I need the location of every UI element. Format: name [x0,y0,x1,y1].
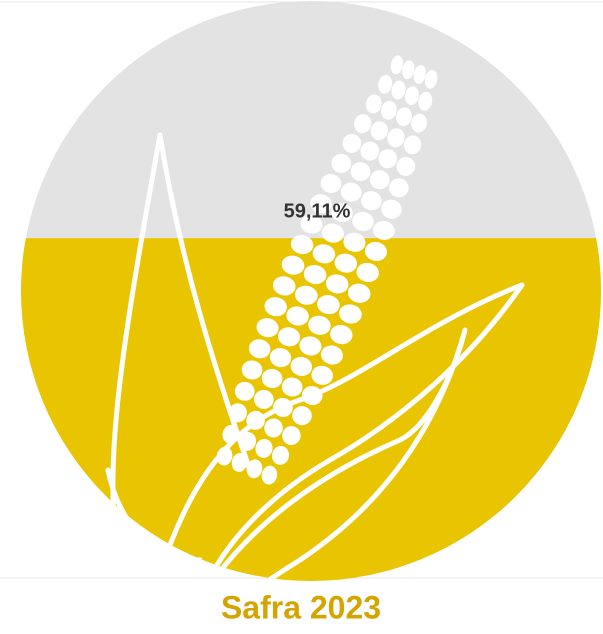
kernel [264,297,287,317]
kernel [299,336,322,356]
kernel [312,244,336,264]
kernel [216,446,233,466]
kernel [277,327,301,347]
kernel [370,121,388,141]
kernel [282,426,301,446]
kernel [256,318,279,338]
kernel [360,191,382,211]
kernel [253,389,274,409]
kernel [331,153,352,173]
kernel [391,80,406,100]
kernel [273,398,293,418]
kernel [352,211,374,232]
kernel [403,135,422,155]
kernel [378,149,398,169]
kernel [261,368,283,389]
chart-title: Safra 2023 [221,589,381,625]
kernel [300,214,323,234]
kernel [222,424,240,444]
kernel [402,60,415,80]
kernel [248,339,271,359]
kernel [308,315,331,335]
kernel [261,465,278,485]
kernel [271,445,290,465]
kernel [281,255,305,275]
kernel [255,438,273,458]
kernel [387,128,405,148]
kernel [369,170,390,190]
kernel [310,194,332,214]
kernel [396,156,416,176]
kernel [334,253,358,273]
kernel [340,182,362,202]
kernel [290,234,314,255]
kernel [246,410,265,430]
kernel [350,162,371,182]
kernel [228,403,247,423]
corn-cob [216,55,438,485]
kernel [294,285,318,305]
leaf [197,327,468,581]
kernel [231,452,248,472]
kernel [320,345,343,365]
kernel [238,431,257,451]
kernel [292,406,312,426]
kernel [404,86,419,106]
kernel [390,55,404,75]
kernel [342,133,362,153]
kernel [290,356,313,377]
kernel [317,295,340,315]
kernel [354,114,372,134]
kernel [396,107,412,127]
kernel [378,74,393,94]
kernel [320,173,342,194]
kernel [356,262,379,283]
kernel [234,381,255,401]
kernel [286,306,309,326]
kernel [343,232,366,252]
kernel [331,203,353,223]
corn-icon [105,132,525,581]
kernel [411,113,427,133]
value-label: 59,11% [284,200,351,222]
kernel [330,324,353,345]
kernel [364,241,387,262]
kernel [381,199,402,219]
kernel [281,377,303,397]
kernel [388,178,409,198]
kernels [216,55,438,485]
kernel [347,283,371,303]
kernel [373,220,395,240]
kernel [246,459,263,479]
kernel [339,304,362,324]
kernel [381,100,397,120]
kernel [424,69,438,89]
kernel [413,65,426,84]
kernel [311,365,333,385]
leaf [152,282,525,581]
kernel [269,348,292,368]
kernel [418,91,433,111]
kernel [303,264,327,285]
leaf [110,132,253,563]
kernel [360,141,380,161]
kernel [264,418,283,438]
kernel [365,94,382,114]
kernel [321,223,344,243]
kernel [301,386,323,406]
kernel [272,276,296,296]
kernel [241,360,263,380]
kernel [325,274,349,294]
